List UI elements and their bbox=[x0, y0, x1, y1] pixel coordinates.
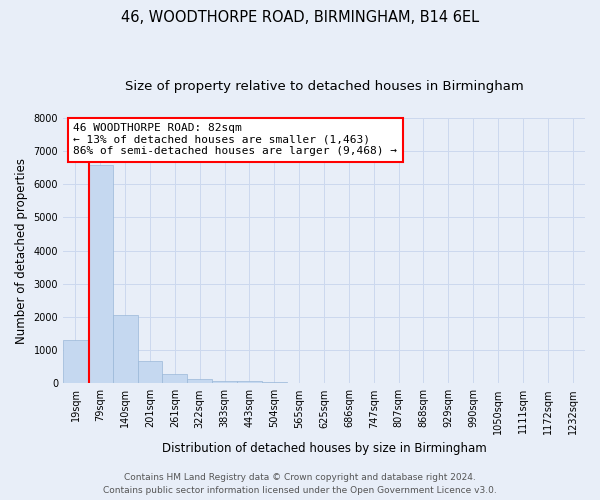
Bar bbox=[262, 382, 287, 384]
Text: 46 WOODTHORPE ROAD: 82sqm
← 13% of detached houses are smaller (1,463)
86% of se: 46 WOODTHORPE ROAD: 82sqm ← 13% of detac… bbox=[73, 123, 397, 156]
Title: Size of property relative to detached houses in Birmingham: Size of property relative to detached ho… bbox=[125, 80, 523, 93]
Bar bbox=[137, 360, 163, 384]
Bar bbox=[237, 382, 262, 384]
Text: Contains HM Land Registry data © Crown copyright and database right 2024.
Contai: Contains HM Land Registry data © Crown c… bbox=[103, 474, 497, 495]
Bar bbox=[113, 315, 137, 384]
Bar bbox=[212, 381, 237, 384]
Bar bbox=[63, 340, 88, 384]
X-axis label: Distribution of detached houses by size in Birmingham: Distribution of detached houses by size … bbox=[161, 442, 487, 455]
Bar bbox=[187, 379, 212, 384]
Bar bbox=[88, 164, 113, 384]
Bar bbox=[163, 374, 187, 384]
Text: 46, WOODTHORPE ROAD, BIRMINGHAM, B14 6EL: 46, WOODTHORPE ROAD, BIRMINGHAM, B14 6EL bbox=[121, 10, 479, 25]
Y-axis label: Number of detached properties: Number of detached properties bbox=[15, 158, 28, 344]
